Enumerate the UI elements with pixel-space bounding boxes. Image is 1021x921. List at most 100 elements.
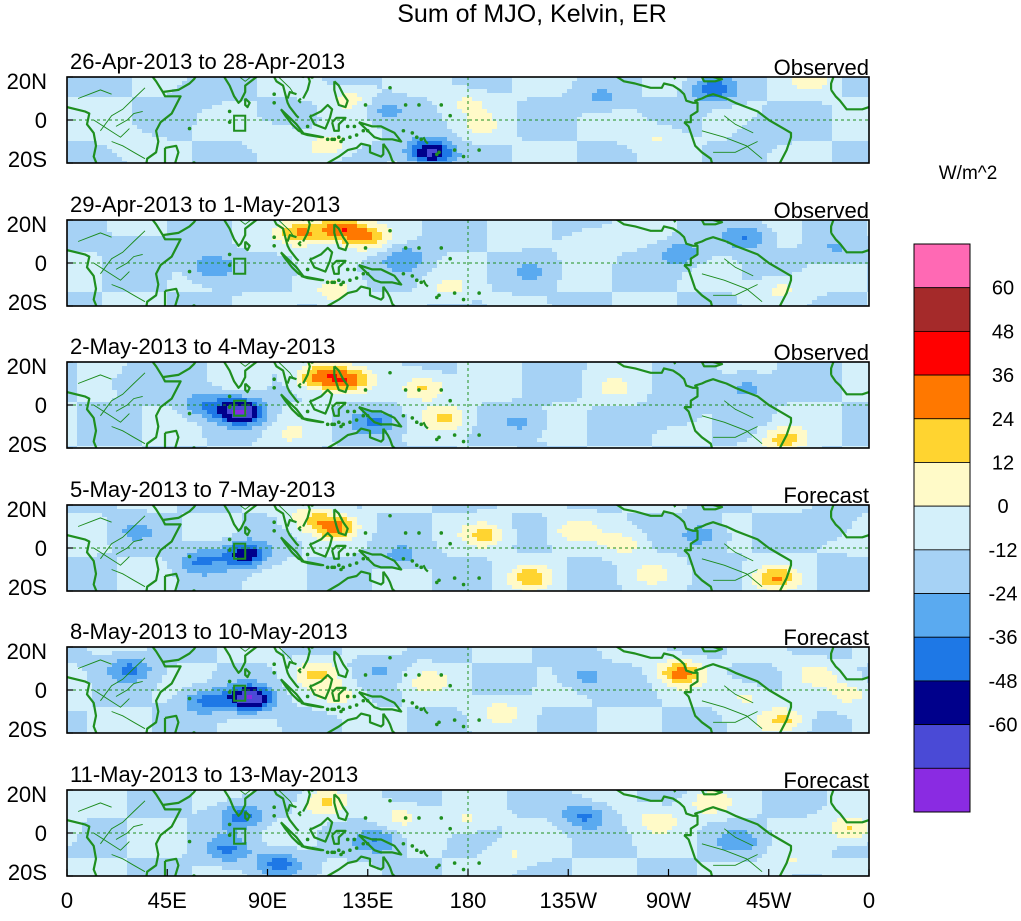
field-cell bbox=[257, 121, 263, 126]
field-cell bbox=[437, 81, 443, 86]
field-cell bbox=[777, 129, 783, 134]
field-cell bbox=[512, 117, 518, 122]
field-cell bbox=[167, 157, 173, 162]
field-cell bbox=[207, 89, 213, 94]
field-cell bbox=[797, 232, 803, 237]
field-cell bbox=[192, 145, 198, 150]
field-cell bbox=[807, 109, 813, 114]
field-cell bbox=[332, 133, 338, 138]
field-cell bbox=[292, 252, 298, 257]
field-cell bbox=[547, 121, 553, 126]
field-cell bbox=[122, 232, 128, 237]
field-cell bbox=[642, 232, 648, 237]
field-cell bbox=[147, 105, 153, 110]
field-cell bbox=[722, 145, 728, 150]
island bbox=[305, 124, 310, 129]
field-cell bbox=[77, 93, 83, 98]
field-cell bbox=[807, 161, 813, 163]
island bbox=[388, 85, 392, 90]
field-cell bbox=[692, 97, 698, 102]
field-cell bbox=[737, 129, 743, 134]
field-cell bbox=[832, 149, 838, 154]
field-cell bbox=[87, 85, 93, 90]
field-cell bbox=[202, 137, 208, 142]
field-cell bbox=[742, 157, 748, 162]
field-cell bbox=[857, 137, 863, 142]
field-cell bbox=[502, 161, 508, 163]
field-cell bbox=[802, 145, 808, 150]
field-cell bbox=[77, 145, 83, 150]
field-cell bbox=[677, 77, 683, 82]
field-cell bbox=[162, 105, 168, 110]
field-cell bbox=[277, 125, 283, 130]
field-cell bbox=[112, 109, 118, 114]
field-cell bbox=[292, 89, 298, 94]
field-cell bbox=[462, 81, 468, 86]
field-cell bbox=[227, 117, 233, 122]
field-cell bbox=[222, 129, 228, 134]
field-cell bbox=[852, 224, 858, 229]
field-cell bbox=[822, 81, 828, 86]
field-cell bbox=[377, 97, 383, 102]
field-cell bbox=[777, 145, 783, 150]
field-cell bbox=[802, 101, 808, 106]
field-cell bbox=[452, 232, 458, 237]
field-cell bbox=[347, 228, 353, 233]
field-cell bbox=[612, 117, 618, 122]
field-cell bbox=[402, 101, 408, 106]
field-cell bbox=[702, 220, 708, 225]
field-cell bbox=[577, 133, 583, 138]
coastline bbox=[308, 103, 334, 130]
field-cell bbox=[612, 145, 618, 150]
field-cell bbox=[297, 77, 303, 82]
field-cell bbox=[437, 157, 443, 162]
country-border bbox=[100, 87, 146, 132]
field-cell bbox=[862, 157, 868, 162]
field-cell bbox=[612, 248, 618, 253]
field-cell bbox=[137, 145, 143, 150]
field-cell bbox=[762, 81, 768, 86]
field-cell bbox=[97, 141, 103, 146]
field-cell bbox=[257, 125, 263, 130]
field-cell bbox=[697, 244, 703, 249]
field-cell bbox=[117, 248, 123, 253]
field-cell bbox=[757, 137, 763, 142]
field-cell bbox=[527, 117, 533, 122]
field-cell bbox=[772, 125, 778, 130]
field-cell bbox=[172, 77, 178, 82]
field-cell bbox=[737, 153, 743, 158]
island bbox=[361, 128, 366, 133]
field-cell bbox=[642, 137, 648, 142]
field-cell bbox=[257, 117, 263, 122]
field-cell bbox=[432, 85, 438, 90]
field-cell bbox=[157, 89, 163, 94]
field-cell bbox=[652, 161, 658, 163]
field-cell bbox=[597, 129, 603, 134]
field-cell bbox=[607, 248, 613, 253]
field-cell bbox=[857, 133, 863, 138]
field-cell bbox=[387, 145, 393, 150]
field-cell bbox=[792, 137, 798, 142]
coastline bbox=[830, 89, 869, 111]
field-cell bbox=[482, 129, 488, 134]
field-cell bbox=[237, 157, 243, 162]
field-cell bbox=[522, 141, 528, 146]
field-cell bbox=[797, 125, 803, 130]
field-cell bbox=[602, 228, 608, 233]
field-cell bbox=[647, 93, 653, 98]
field-cell bbox=[707, 121, 713, 126]
field-cell bbox=[162, 101, 168, 106]
field-cell bbox=[352, 137, 358, 142]
field-cell bbox=[252, 161, 258, 163]
field-cell bbox=[712, 244, 718, 249]
field-cell bbox=[137, 244, 143, 249]
field-cell bbox=[822, 137, 828, 142]
field-cell bbox=[682, 105, 688, 110]
field-cell bbox=[192, 89, 198, 94]
field-cell bbox=[742, 244, 748, 249]
field-cell bbox=[347, 101, 353, 106]
field-cell bbox=[552, 232, 558, 237]
field-cell bbox=[717, 125, 723, 130]
field-cell bbox=[197, 101, 203, 106]
field-cell bbox=[717, 113, 723, 118]
